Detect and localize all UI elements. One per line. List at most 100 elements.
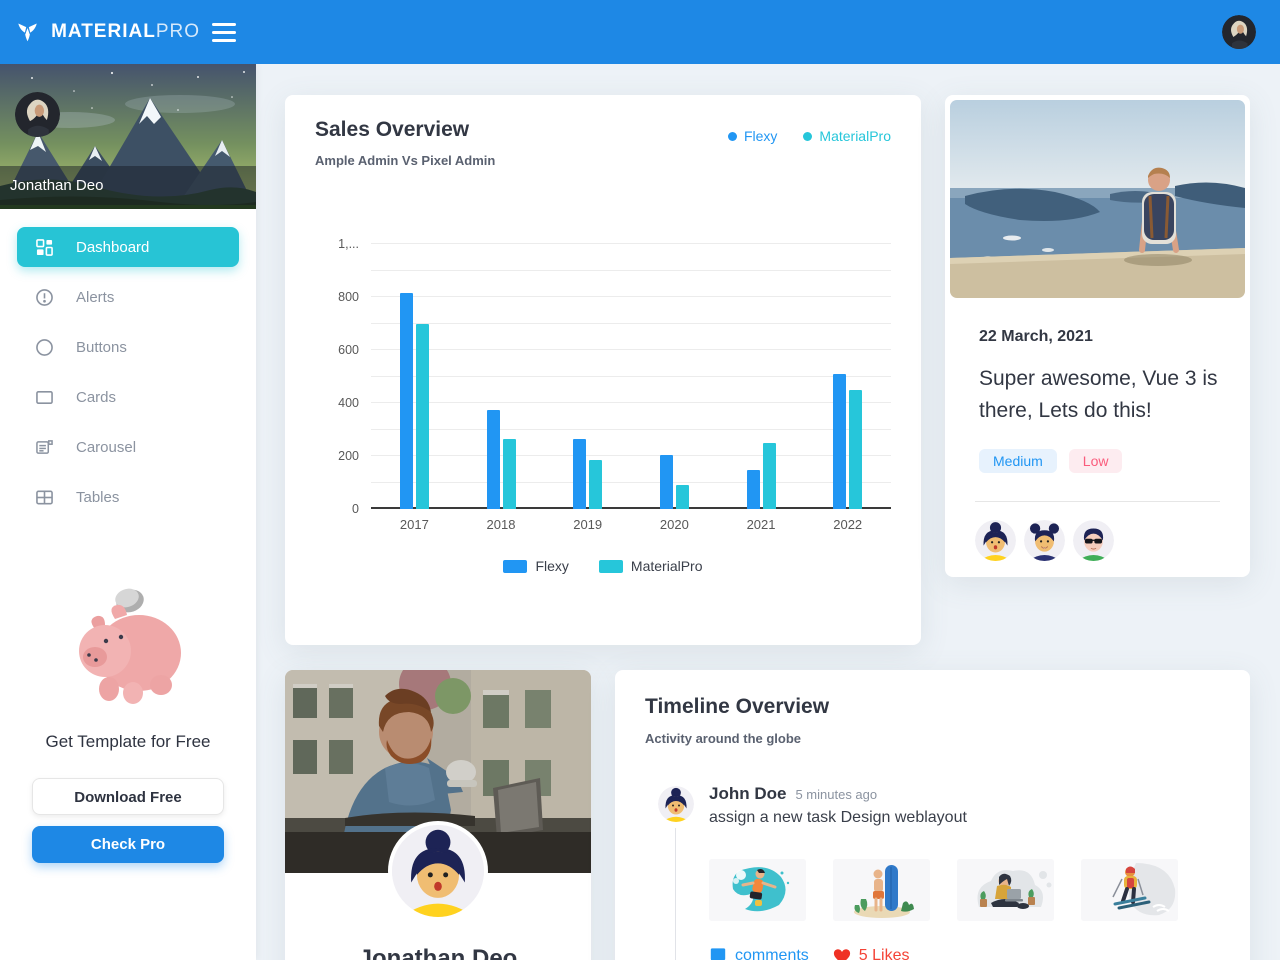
divider [975,501,1220,502]
bar-group-2021 [718,244,805,509]
member-avatar-1[interactable] [975,520,1016,561]
surfing-illustration[interactable] [709,859,806,921]
bar-flexy-2018 [486,409,500,509]
gridline [371,269,891,271]
bottom-legend-materialpro[interactable]: MaterialPro [598,558,703,574]
y-tick-label: 200 [338,449,359,463]
y-tick-label: 400 [338,396,359,410]
legend-flexy[interactable]: Flexy [727,128,777,144]
sales-card-subtitle: Ample Admin Vs Pixel Admin [315,153,496,168]
x-tick-label: 2018 [486,517,516,532]
mountains-illustration [0,64,256,209]
sidebar-item-tables[interactable]: Tables [17,477,239,517]
bar-materialpro-2021 [762,442,776,509]
sidebar-item-cards[interactable]: Cards [17,377,239,417]
member-avatar-2[interactable] [1024,520,1065,561]
gridline [371,375,891,377]
member-avatar-3[interactable] [1073,520,1114,561]
remote-work-illustration[interactable] [957,859,1054,921]
sidebar-item-alerts[interactable]: Alerts [17,277,239,317]
bar-materialpro-2022 [849,389,863,509]
skiing-illustration[interactable] [1081,859,1178,921]
profile-card: Jonathan Deo [285,670,591,960]
chart-top-legend: Flexy MaterialPro [727,128,891,144]
brand[interactable]: MATERIALPRO [0,18,200,46]
promo-title: Get Template for Free [45,732,211,751]
check-pro-button[interactable]: Check Pro [32,826,224,863]
bar-group-2018 [458,244,545,509]
comments-link[interactable]: comments [709,947,809,960]
sidebar-item-label: Carousel [76,438,137,456]
sidebar-item-label: Tables [76,488,120,506]
sales-bar-chart: 0 200 400 600 800 1,... 2017 2018 2019 2020 2021 2… [315,237,891,574]
main-content: Sales Overview Ample Admin Vs Pixel Admi… [256,64,1280,960]
x-tick-label: 2019 [573,517,603,532]
card-icon [36,390,53,404]
gridline [371,296,891,297]
gridline [371,322,891,324]
profile-card-avatar[interactable] [388,821,488,921]
sidebar-nav: Dashboard Alerts Buttons Cards [0,227,256,517]
likes-button[interactable]: 5 Likes [833,947,910,960]
entry-author[interactable]: John Doe [709,784,787,803]
x-tick-label: 2022 [833,517,863,532]
entry-timestamp: 5 minutes ago [795,787,878,802]
sidebar-profile-photo[interactable] [15,92,60,137]
gridline [371,481,891,483]
piggy-bank-illustration [79,588,181,704]
timeline-entry: John Doe 5 minutes ago assign a new task… [645,784,1220,960]
x-axis-line [371,507,891,509]
bar-materialpro-2018 [502,438,516,509]
legend-materialpro[interactable]: MaterialPro [803,128,891,144]
sidebar-item-label: Buttons [76,338,127,356]
bar-flexy-2021 [746,469,760,509]
bar-flexy-2020 [659,454,673,509]
y-tick-label: 1,... [338,237,359,251]
y-tick-label: 0 [352,502,359,516]
sidebar-item-carousel[interactable]: Carousel [17,427,239,467]
x-tick-label: 2017 [399,517,429,532]
gridline [371,402,891,403]
hamburger-menu-icon[interactable] [212,12,252,52]
profile-card-name: Jonathan Deo [358,945,518,960]
sales-card-title: Sales Overview [315,118,470,141]
sidebar-item-label: Cards [76,388,117,406]
badge-medium: Medium [979,449,1057,473]
download-free-button[interactable]: Download Free [32,778,224,815]
bottom-legend-flexy[interactable]: Flexy [503,558,569,574]
top-navbar: MATERIALPRO [0,0,1280,64]
gridline [371,349,891,350]
sidebar-item-buttons[interactable]: Buttons [17,327,239,367]
bar-flexy-2017 [399,293,413,509]
gridline [371,428,891,430]
sidebar-item-label: Dashboard [76,238,150,256]
materialpro-dot-icon [803,131,813,141]
entry-avatar[interactable] [658,786,694,822]
travel-heading: Super awesome, Vue 3 is there, Lets do t… [979,367,1218,422]
surfboard-illustration[interactable] [833,859,930,921]
sidebar-item-dashboard[interactable]: Dashboard [17,227,239,267]
bar-materialpro-2017 [415,324,429,509]
sales-overview-card: Sales Overview Ample Admin Vs Pixel Admi… [285,95,921,645]
promo-section: Get Template for Free Download Free Chec… [0,585,256,863]
bar-materialpro-2019 [589,459,603,509]
gridline [371,455,891,456]
profile-name: Jonathan Deo [0,166,256,205]
travel-photo[interactable] [950,100,1245,298]
x-tick-label: 2020 [659,517,689,532]
bar-group-2020 [631,244,718,509]
travel-card: 22 March, 2021 Super awesome, Vue 3 is t… [945,95,1250,577]
profile-banner: Jonathan Deo [0,64,256,209]
timeline-title: Timeline Overview [645,695,830,718]
entry-thumbnails [709,859,1220,921]
user-avatar[interactable] [1222,15,1256,49]
bar-flexy-2019 [573,438,587,509]
travel-date: 22 March, 2021 [979,328,1093,345]
y-tick-label: 600 [338,343,359,357]
bar-flexy-2022 [833,373,847,509]
sidebar: Jonathan Deo Dashboard Alerts Buttons [0,64,256,960]
timeline-overview-card: Timeline Overview Activity around the gl… [615,670,1250,960]
badge-low: Low [1068,449,1123,473]
chart-bottom-legend: Flexy MaterialPro [315,558,891,574]
circle-icon [36,338,53,356]
